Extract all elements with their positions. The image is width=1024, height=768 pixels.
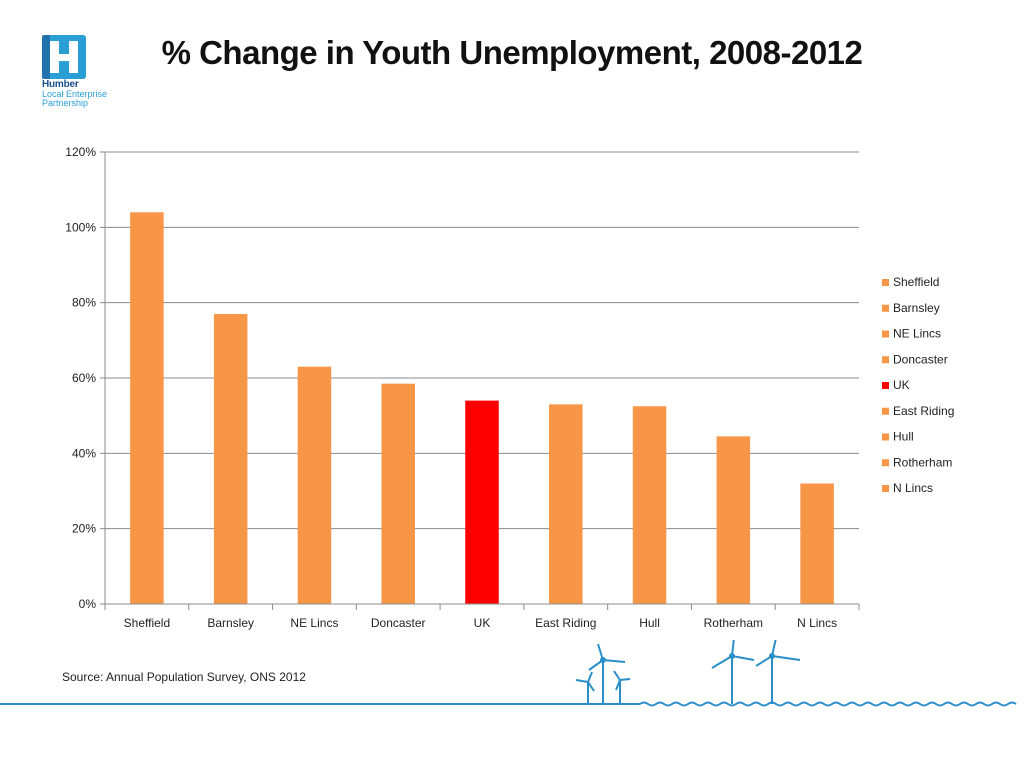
legend-label-uk: UK (893, 378, 910, 392)
x-tick-label-n-lincs: N Lincs (797, 616, 837, 630)
legend-label-n-lincs: N Lincs (893, 481, 933, 495)
bar-east-riding (549, 404, 583, 604)
wind-turbines-icon (575, 640, 801, 704)
bar-rotherham (716, 436, 751, 604)
y-tick-label: 0% (79, 597, 97, 611)
bar-barnsley (213, 313, 248, 604)
legend-label-doncaster: Doncaster (893, 352, 948, 366)
logo-subtitle-line-2: Partnership (42, 98, 89, 108)
logo-subtitle-line-1: Local Enterprise (42, 89, 108, 99)
footer-wave (639, 701, 1017, 707)
bar-doncaster (381, 383, 415, 604)
bar-sheffield (130, 212, 164, 604)
legend: Sheffield Barnsley NE Lincs Doncaster UK East… (882, 275, 954, 495)
y-tick-label: 60% (72, 371, 96, 385)
legend-swatch-east-riding (882, 407, 889, 415)
x-tick-label-ne-lincs: NE Lincs (290, 616, 338, 630)
y-tick-label: 20% (72, 522, 96, 536)
source-note: Source: Annual Population Survey, ONS 20… (62, 670, 306, 684)
bar-hull (632, 406, 667, 604)
legend-swatch-ne-lincs (882, 330, 889, 338)
y-tick-label: 100% (65, 220, 96, 234)
legend-label-rotherham: Rotherham (893, 455, 952, 469)
legend-swatch-sheffield (882, 279, 889, 286)
legend-label-sheffield: Sheffield (893, 275, 939, 289)
x-tick-label-east-riding: East Riding (535, 616, 596, 630)
x-tick-label-sheffield: Sheffield (124, 616, 170, 630)
bar-uk (465, 400, 499, 604)
x-tick-label-barnsley: Barnsley (207, 616, 254, 630)
legend-swatch-uk (882, 382, 889, 389)
bar-n-lincs (800, 483, 834, 604)
legend-label-east-riding: East Riding (893, 404, 954, 418)
y-tick-label: 120% (65, 145, 96, 159)
logo-name: Humber (42, 79, 79, 90)
legend-label-ne-lincs: NE Lincs (893, 327, 941, 341)
page-title: % Change in Youth Unemployment, 2008-201… (161, 34, 863, 71)
bar-ne-lincs (297, 366, 332, 604)
y-axis: 0% 20% 40% 60% 80% 100% 120% (65, 145, 106, 611)
bars (130, 212, 834, 604)
legend-swatch-n-lincs (882, 485, 889, 492)
legend-label-hull: Hull (893, 430, 914, 444)
x-tick-label-hull: Hull (639, 616, 660, 630)
x-tick-label-doncaster: Doncaster (371, 616, 426, 630)
bar-chart: 0% 20% 40% 60% 80% 100% 120% Sheffield Barnsley… (65, 145, 954, 630)
legend-label-barnsley: Barnsley (893, 301, 940, 315)
humber-lep-logo: Humber Local Enterprise Partnership (40, 35, 120, 110)
x-tick-label-uk: UK (474, 616, 491, 630)
footer-decoration (0, 640, 1017, 707)
y-tick-label: 40% (72, 446, 96, 460)
y-tick-label: 80% (72, 296, 96, 310)
x-axis: Sheffield Barnsley NE Lincs Doncaster UK East… (104, 603, 860, 630)
legend-swatch-hull (882, 433, 889, 441)
humber-h-logo-icon (42, 35, 86, 79)
logo-subtitle: Local Enterprise Partnership (42, 90, 122, 108)
x-tick-label-rotherham: Rotherham (704, 616, 763, 630)
legend-swatch-rotherham (882, 459, 889, 467)
legend-swatch-doncaster (882, 356, 889, 364)
legend-swatch-barnsley (882, 304, 889, 312)
